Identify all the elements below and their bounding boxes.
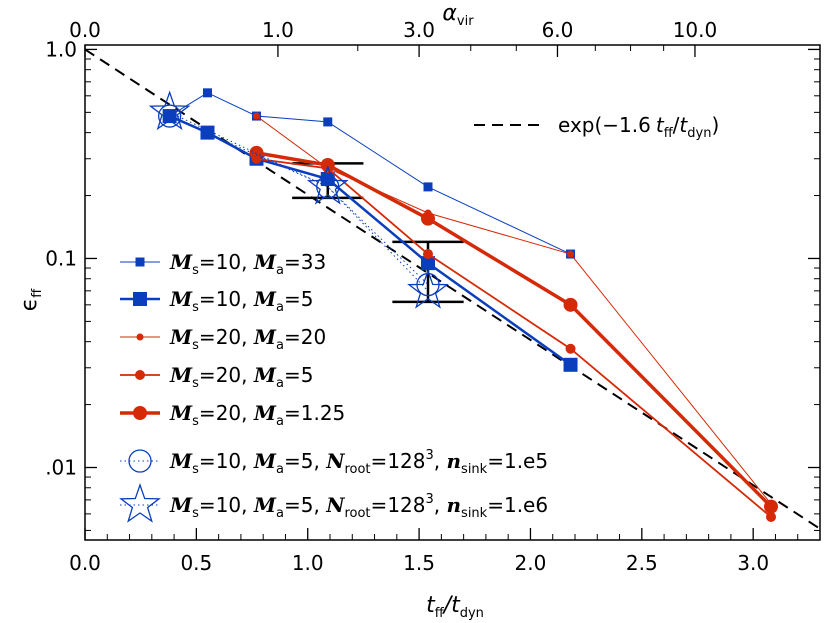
legend-marker: [119, 483, 161, 523]
series-layer: [148, 88, 778, 522]
legend-marker: [128, 449, 152, 473]
legend-label: Ms=20, Ma=5: [169, 363, 313, 391]
series-line: [169, 115, 429, 285]
y-axis-title-sub: ff: [30, 288, 45, 298]
marker-circle: [253, 112, 260, 120]
marker-square: [563, 357, 578, 372]
x-axis-title-sub1: ff: [435, 606, 445, 621]
marker-square: [203, 88, 212, 98]
marker-circle: [764, 499, 778, 514]
legend-label: Ms=10, Ma=5, Nroot=1283, nsink=1.e6: [169, 492, 548, 521]
x-axis-title: tff/tdyn: [426, 593, 484, 621]
top-tick-label: 3.0: [403, 18, 435, 42]
x-tick-label: 3.0: [737, 551, 769, 575]
x-tick-label: 0.5: [180, 551, 212, 575]
series-line: [169, 111, 429, 292]
x-tick-label: 0.0: [69, 551, 101, 575]
marker-square: [320, 171, 335, 186]
reference-line-legend-label: exp(−1.6 tff/tdyn): [558, 113, 719, 141]
marker-square: [133, 292, 147, 306]
marker-circle: [135, 370, 145, 380]
marker-square: [421, 256, 435, 271]
legend-label: Ms=20, Ma=1.25: [169, 401, 345, 429]
y-tick-label: 1.0: [45, 37, 77, 61]
reference-line-legend: exp(−1.6 tff/tdyn): [474, 113, 719, 141]
legend-label: Ms=10, Ma=5, Nroot=1283, nsink=1.e5: [169, 448, 548, 477]
marker-square: [423, 182, 433, 192]
series-4: [249, 145, 778, 514]
y-axis-title-main: ϵ: [17, 298, 42, 312]
marker-square: [162, 109, 177, 124]
marker-open-star: [119, 483, 161, 523]
marker-open-star: [148, 90, 191, 131]
legend-entry: Ms=20, Ma=20: [120, 325, 326, 353]
top-tick-label: 10.0: [673, 18, 718, 42]
marker-circle: [563, 297, 578, 312]
legend-label: Ms=10, Ma=5: [169, 287, 313, 315]
legend-marker: [136, 333, 144, 341]
x-tick-label: 1.0: [292, 551, 324, 575]
legend-entry: Ms=20, Ma=5: [120, 363, 313, 391]
marker-circle: [766, 511, 776, 522]
x-tick-label: 2.0: [515, 551, 547, 575]
x-tick-label: 1.5: [403, 551, 435, 575]
marker-square: [135, 257, 145, 267]
legend-marker: [135, 257, 145, 267]
top-axis-title-sub: vir: [457, 14, 474, 29]
marker-circle: [136, 333, 144, 341]
x-axis-title-main: t: [426, 593, 436, 618]
y-axis-title: ϵff: [17, 288, 45, 312]
top-tick-label: 0.0: [69, 18, 101, 42]
x-axis-title-mid: /t: [442, 593, 461, 618]
legend-marker: [133, 406, 147, 420]
top-axis-title: αvir: [442, 1, 474, 29]
marker-open-star: [407, 268, 449, 309]
legend: Ms=10, Ma=33 Ms=10, Ma=5 Ms=20, Ma=20 Ms…: [119, 250, 548, 523]
legend-entry: Ms=10, Ma=5, Nroot=1283, nsink=1.e6: [119, 483, 548, 523]
y-tick-label: .01: [45, 456, 77, 480]
legend-entry: Ms=10, Ma=5: [120, 287, 313, 315]
series-line: [169, 92, 571, 255]
legend-label: Ms=10, Ma=33: [169, 250, 326, 278]
marker-open-circle: [157, 104, 182, 128]
legend-entry: Ms=20, Ma=1.25: [120, 401, 345, 429]
marker-circle: [565, 343, 576, 354]
legend-entry: Ms=10, Ma=5, Nroot=1283, nsink=1.e5: [120, 448, 548, 477]
marker-circle: [133, 406, 147, 420]
marker-open-star: [306, 164, 349, 205]
x-axis-title-sub2: dyn: [460, 606, 484, 621]
series-6: [148, 90, 449, 309]
legend-label: Ms=20, Ma=20: [169, 325, 326, 353]
legend-marker: [135, 370, 145, 380]
top-tick-label: 1.0: [262, 18, 294, 42]
y-tick-label: 0.1: [45, 246, 77, 270]
marker-circle: [421, 211, 435, 226]
legend-marker: [133, 292, 147, 306]
plot-frame: [84, 44, 821, 541]
x-tick-label: 2.5: [626, 551, 658, 575]
top-tick-label: 6.0: [542, 18, 574, 42]
top-axis-title-main: α: [442, 1, 457, 26]
marker-open-circle: [128, 449, 152, 473]
axis-layer: 0.0 0.5 1.0 1.5 2.0 2.5 3.00.0 1.0 3.0 6.0 10.0.01…: [45, 18, 820, 575]
legend-entry: Ms=10, Ma=33: [120, 250, 326, 278]
marker-circle: [567, 250, 575, 258]
marker-circle: [423, 249, 433, 260]
marker-square: [323, 117, 333, 127]
